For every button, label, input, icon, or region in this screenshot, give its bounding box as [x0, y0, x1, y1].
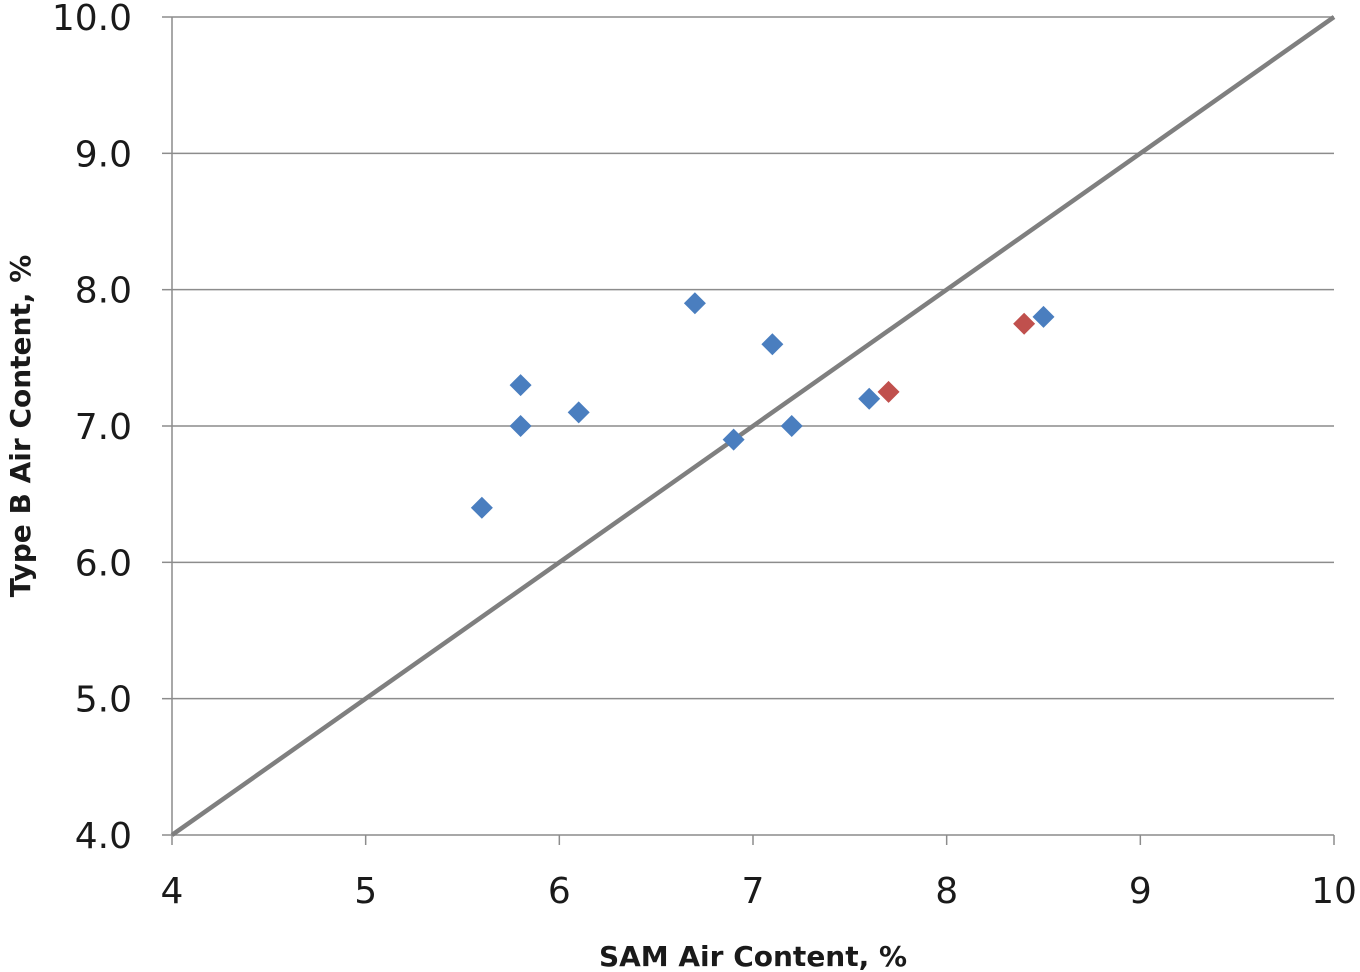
data-point-red [1013, 312, 1036, 335]
reference-line-group [170, 15, 1336, 837]
tick-labels: 4.0 5.0 6.0 7.0 8.0 9.0 10.0 4 5 6 7 8 9 10 [52, 0, 1357, 912]
y-axis-title: Type B Air Content, % [4, 255, 37, 598]
data-point-blue [509, 415, 532, 437]
y-tick-label: 5.0 [75, 680, 132, 721]
x-tick-label: 6 [548, 871, 571, 912]
gridlines [172, 16, 1334, 700]
y-tick-label: 6.0 [75, 543, 132, 584]
y-tick-label: 9.0 [75, 134, 132, 175]
data-point-blue [683, 292, 706, 315]
data-point-blue [470, 496, 493, 519]
x-tick-label: 7 [742, 871, 765, 912]
data-point-blue [780, 415, 803, 437]
y-tick-label: 10.0 [52, 0, 132, 39]
data-point-blue [1032, 305, 1055, 328]
y-tick-label: 8.0 [75, 271, 132, 312]
x-tick-label: 9 [1129, 871, 1152, 912]
data-point-red [877, 380, 900, 403]
data-points [470, 292, 1055, 519]
x-tick-label: 10 [1311, 871, 1357, 912]
reference-line [170, 15, 1336, 837]
data-point-blue [509, 374, 532, 397]
y-tick-label: 4.0 [75, 816, 132, 857]
axes [162, 16, 1335, 845]
x-tick-label: 8 [935, 871, 958, 912]
data-point-blue [567, 401, 590, 424]
x-axis-title: SAM Air Content, % [599, 940, 907, 972]
data-point-blue [722, 428, 745, 451]
data-point-blue [761, 333, 784, 356]
y-tick-label: 7.0 [75, 407, 132, 448]
x-tick-label: 5 [354, 871, 377, 912]
x-tick-label: 4 [161, 871, 184, 912]
data-point-blue [858, 387, 881, 410]
